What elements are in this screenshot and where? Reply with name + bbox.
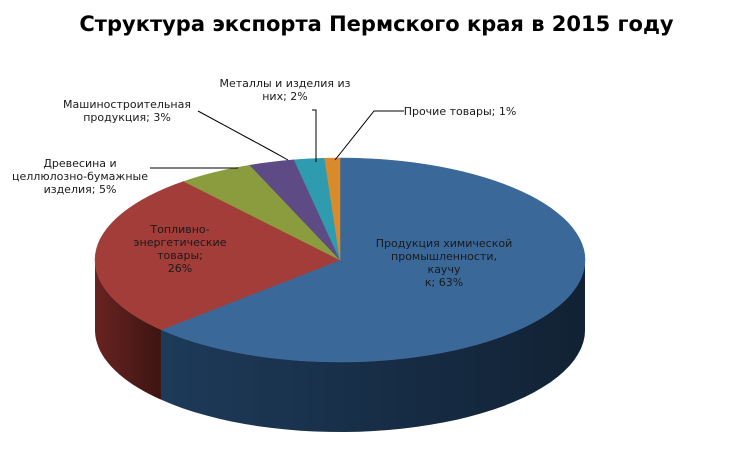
slice-label-3: Машиностроительная продукция; 3% (62, 98, 192, 124)
slice-label-line: энергетические товары; (133, 235, 227, 262)
slice-label-4: Металлы и изделия из них; 2% (210, 77, 360, 103)
leader-line-4 (312, 109, 317, 162)
slice-label-line: Металлы и изделия из (219, 77, 351, 90)
slice-label-line: 26% (167, 261, 193, 275)
slice-label-5: Прочие товары; 1% (390, 105, 530, 118)
slice-label-line: целлюлозно-бумажные (12, 169, 148, 183)
slice-label-line: Топливно- (150, 222, 210, 236)
slice-label-line: промышленности, каучу (391, 249, 497, 276)
chart-title: Структура экспорта Пермского края в 2015… (79, 12, 674, 36)
leader-line-3 (197, 110, 289, 161)
pie-slice-5 (324, 157, 341, 261)
slice-label-0: Продукция химической промышленности, кауч… (374, 237, 514, 289)
slice-label-line: продукция; 3% (83, 111, 171, 124)
pie-slice-0 (160, 157, 586, 363)
slice-label-2: Древесина и целлюлозно-бумажные изделия; 5… (10, 157, 150, 196)
slice-label-line: изделия; 5% (43, 182, 117, 196)
slice-label-line: к; 63% (424, 275, 464, 289)
slice-label-line: Прочие товары; 1% (403, 104, 517, 118)
pie-slice-side-shade-0 (161, 260, 585, 432)
slice-label-line: Машиностроительная (63, 98, 191, 111)
pie-slice-2 (183, 164, 341, 261)
slice-label-line: Продукция химической (375, 236, 513, 250)
leader-line-5 (334, 110, 404, 161)
slice-label-1: Топливно-энергетические товары; 26% (110, 223, 250, 275)
slice-label-line: них; 2% (262, 90, 308, 103)
pie-slice-side-shade-1 (95, 260, 162, 400)
pie-slice-1 (94, 181, 341, 331)
slice-label-line: Древесина и (43, 156, 117, 170)
